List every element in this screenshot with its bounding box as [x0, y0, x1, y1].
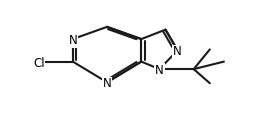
Text: N: N — [103, 77, 112, 90]
Text: Cl: Cl — [33, 57, 45, 70]
Text: N: N — [155, 64, 164, 77]
Text: N: N — [173, 45, 182, 58]
Text: N: N — [68, 34, 77, 47]
